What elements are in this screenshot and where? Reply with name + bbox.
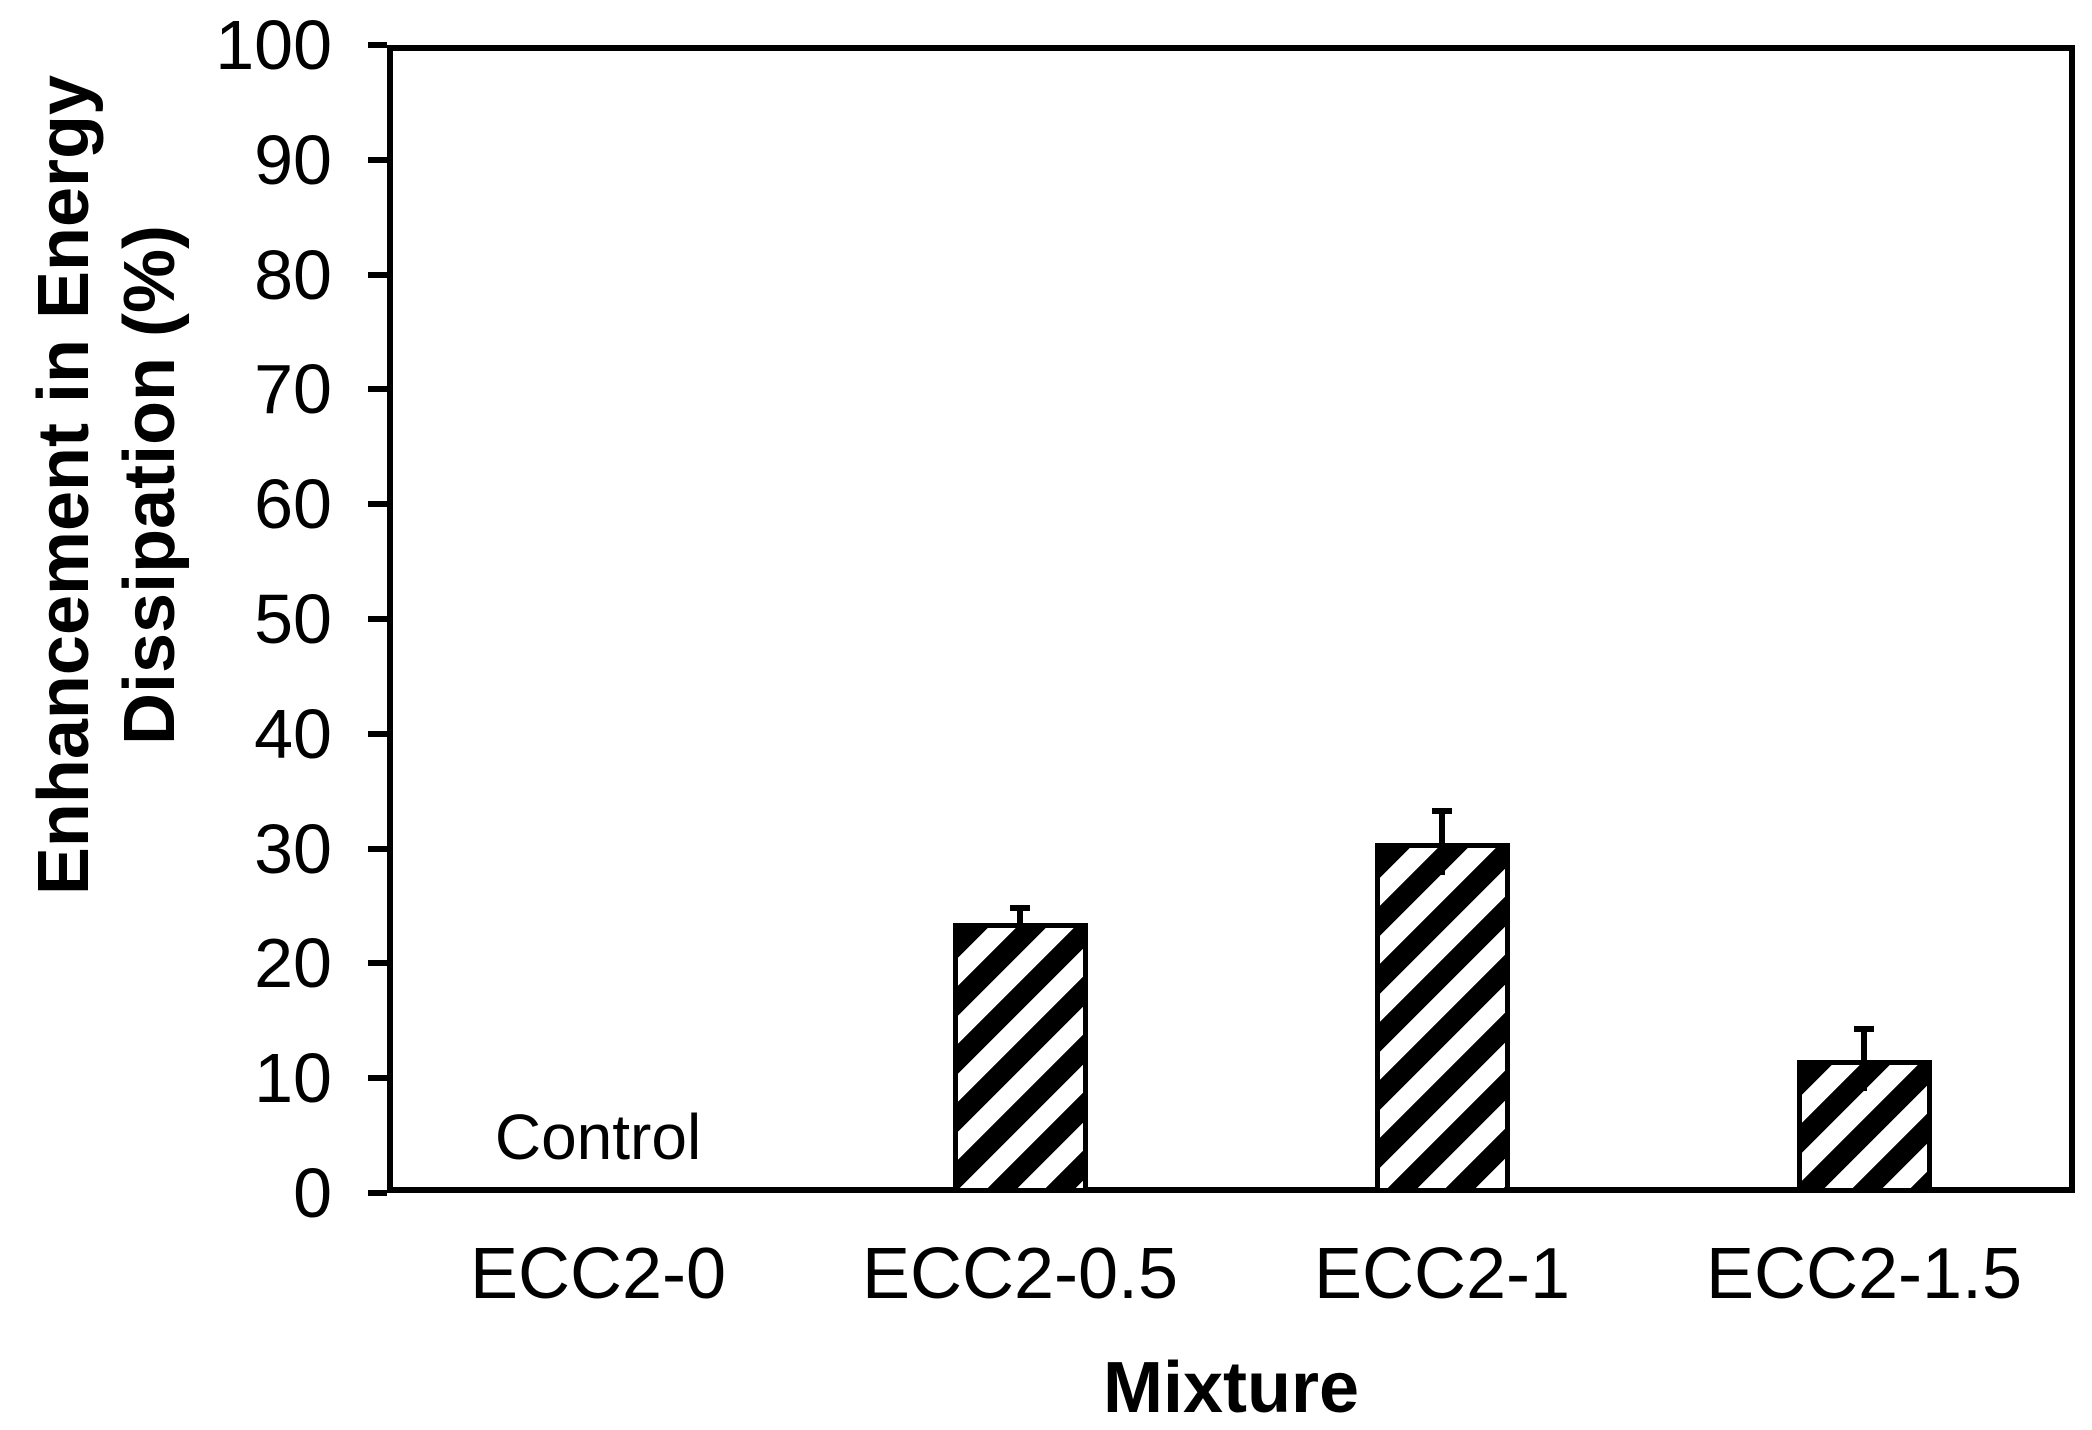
y-tick-label: 100 bbox=[215, 6, 332, 84]
error-bar-cap bbox=[1854, 1025, 1874, 1032]
bar-near-zero bbox=[589, 1189, 607, 1193]
y-tick-label: 40 bbox=[254, 694, 332, 773]
bar bbox=[952, 923, 1088, 1193]
error-bar bbox=[1439, 810, 1445, 875]
y-tick-label: 20 bbox=[254, 924, 332, 1003]
y-tick-label: 50 bbox=[254, 580, 332, 658]
y-axis-tick bbox=[368, 271, 387, 278]
error-bar-cap bbox=[1010, 905, 1030, 912]
x-tick-label: ECC2-0 bbox=[469, 1234, 727, 1314]
y-tick-label: 10 bbox=[254, 1039, 332, 1118]
x-tick-label: ECC2-1.5 bbox=[1705, 1234, 2023, 1314]
y-axis-tick bbox=[368, 616, 387, 622]
error-bar bbox=[1861, 1028, 1867, 1091]
y-tick-label: 80 bbox=[254, 235, 332, 314]
control-annotation: Control bbox=[494, 1101, 702, 1173]
y-tick-label: 30 bbox=[254, 809, 332, 888]
bar bbox=[1374, 842, 1510, 1193]
y-axis-tick bbox=[368, 960, 387, 967]
y-axis-tick bbox=[368, 156, 387, 163]
y-tick-label: 70 bbox=[254, 350, 332, 429]
x-tick-label: ECC2-1 bbox=[1313, 1234, 1571, 1314]
error-bar-cap bbox=[1432, 807, 1452, 814]
y-axis-title: Enhancement in Energy Dissipation (%) bbox=[21, 0, 193, 985]
y-tick-label: 0 bbox=[293, 1154, 332, 1232]
y-axis-tick bbox=[368, 1075, 387, 1082]
y-tick-label: 90 bbox=[254, 120, 332, 199]
y-axis-tick bbox=[368, 42, 387, 48]
y-axis-tick bbox=[368, 501, 387, 508]
y-axis-tick bbox=[368, 845, 387, 852]
plot-frame bbox=[387, 45, 2075, 1193]
y-axis-tick bbox=[368, 386, 387, 393]
y-axis-title-line-1: Enhancement in Energy bbox=[24, 74, 104, 896]
y-axis-tick bbox=[368, 730, 387, 737]
y-axis-title-line-2: Dissipation (%) bbox=[110, 224, 190, 746]
y-tick-label: 60 bbox=[254, 465, 332, 544]
y-axis-tick bbox=[368, 1190, 387, 1196]
x-tick-label: ECC2-0.5 bbox=[861, 1234, 1179, 1314]
error-bar bbox=[1017, 908, 1023, 939]
x-axis-title: Mixture bbox=[1102, 1348, 1360, 1428]
